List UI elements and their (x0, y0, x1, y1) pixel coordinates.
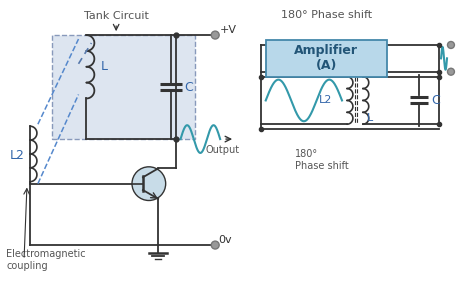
Circle shape (211, 31, 219, 39)
Circle shape (447, 68, 455, 75)
Text: L2: L2 (10, 149, 25, 162)
Text: Tank Circuit: Tank Circuit (84, 11, 148, 21)
FancyBboxPatch shape (266, 40, 387, 77)
Text: C: C (431, 94, 440, 107)
Text: L: L (367, 113, 373, 123)
Text: L2: L2 (319, 96, 333, 106)
Circle shape (211, 241, 219, 249)
Text: Electromagnetic
coupling: Electromagnetic coupling (6, 249, 86, 271)
Text: 180°
Phase shift: 180° Phase shift (295, 149, 349, 171)
Text: C: C (184, 81, 193, 93)
Text: 180° Phase shift: 180° Phase shift (281, 10, 372, 20)
Text: Output: Output (205, 145, 239, 155)
Text: Amplifier
(A): Amplifier (A) (294, 44, 358, 72)
FancyBboxPatch shape (52, 35, 195, 139)
Text: 0v: 0v (218, 235, 232, 245)
Text: L: L (100, 60, 107, 73)
Text: +V: +V (220, 25, 237, 35)
Circle shape (132, 167, 166, 201)
Circle shape (447, 41, 455, 49)
